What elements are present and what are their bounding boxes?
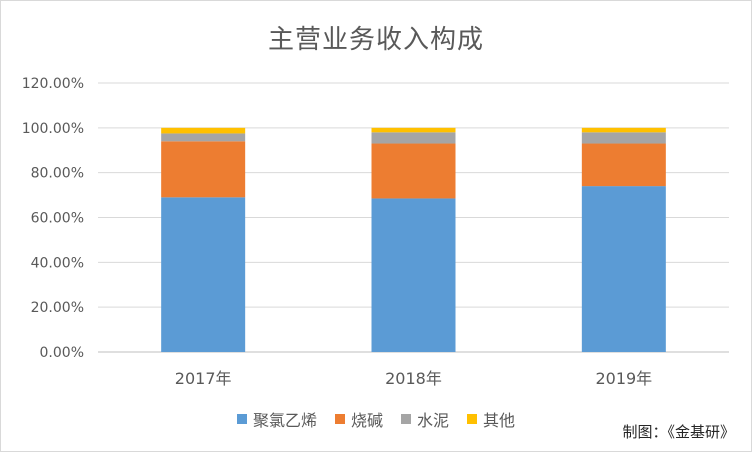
legend-label: 聚氯乙烯 bbox=[252, 411, 317, 430]
legend-item: 其他 bbox=[467, 407, 515, 431]
bar-segment bbox=[581, 186, 666, 352]
y-tick-label: 120.00% bbox=[22, 76, 84, 92]
legend-swatch bbox=[334, 414, 345, 424]
legend-swatch bbox=[236, 414, 247, 424]
legend: 聚氯乙烯 烧碱 水泥 其他 bbox=[1, 407, 751, 431]
bar-segment bbox=[161, 133, 246, 142]
bar-segment bbox=[161, 197, 246, 352]
bar-segment bbox=[161, 141, 246, 198]
legend-label: 水泥 bbox=[417, 411, 450, 430]
bar-segment bbox=[581, 127, 666, 133]
x-tick-label: 2017年 bbox=[175, 369, 232, 388]
legend-swatch bbox=[467, 414, 478, 424]
legend-swatch bbox=[401, 414, 411, 424]
legend-item: 聚氯乙烯 bbox=[236, 407, 317, 431]
y-tick-label: 60.00% bbox=[31, 211, 84, 227]
bar-segment bbox=[371, 132, 456, 144]
y-tick-label: 80.00% bbox=[31, 166, 84, 182]
bar-segment bbox=[371, 127, 456, 133]
y-tick-label: 0.00% bbox=[40, 345, 84, 361]
bar-segment bbox=[581, 143, 666, 187]
bar-segment bbox=[581, 132, 666, 144]
bar-segment bbox=[371, 143, 456, 199]
y-tick-label: 20.00% bbox=[31, 300, 84, 316]
x-tick-label: 2018年 bbox=[385, 369, 442, 388]
bar-segment bbox=[161, 127, 246, 134]
bar-segment bbox=[371, 198, 456, 352]
legend-item: 烧碱 bbox=[334, 407, 383, 431]
y-tick-label: 40.00% bbox=[31, 255, 84, 271]
legend-label: 烧碱 bbox=[350, 411, 383, 430]
x-tick-label: 2019年 bbox=[595, 369, 652, 388]
chart-title: 主营业务收入构成 bbox=[267, 25, 484, 55]
legend-item: 水泥 bbox=[401, 407, 449, 431]
y-tick-label: 100.00% bbox=[22, 121, 84, 137]
legend-label: 其他 bbox=[483, 411, 516, 430]
source-note: 制图：《金基研》 bbox=[622, 423, 735, 441]
